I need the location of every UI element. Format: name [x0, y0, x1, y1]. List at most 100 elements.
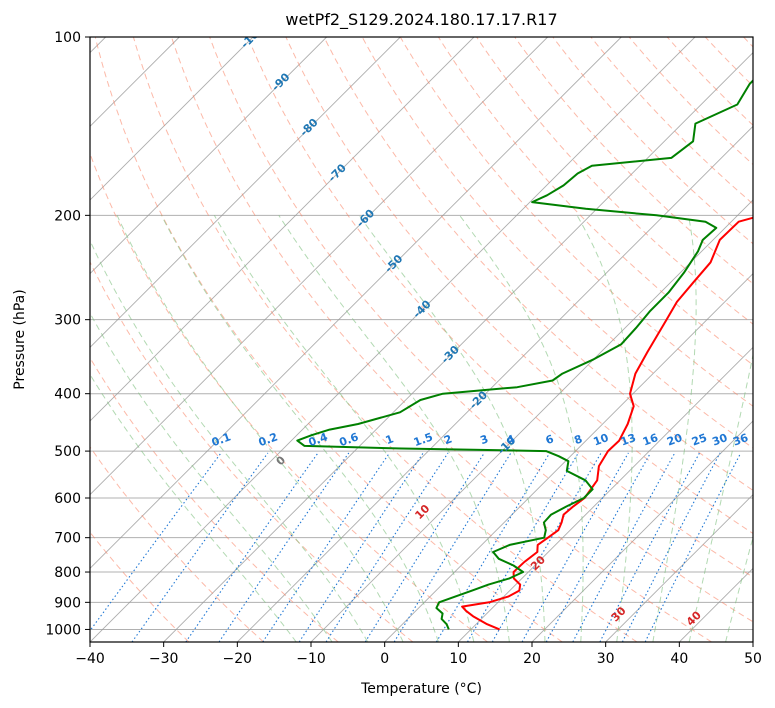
isotherm-line	[90, 37, 327, 275]
mixing-ratio-label: 10	[592, 431, 611, 449]
mixing-ratio-label: 25	[690, 431, 709, 448]
x-tick-label: 10	[449, 651, 467, 667]
isotherm-line	[679, 567, 753, 642]
isotherm-line	[163, 52, 753, 642]
isotherm-line	[90, 37, 548, 496]
moist-adiabat-line	[358, 215, 546, 642]
plot-frame	[89, 36, 754, 643]
isotherm-line	[531, 420, 753, 642]
x-tick-label: −20	[223, 651, 253, 667]
dry-adiabat-line	[209, 37, 753, 623]
dry-adiabat-line	[437, 37, 753, 366]
x-tick-label: −40	[75, 651, 105, 667]
mixing-ratio-line	[262, 452, 390, 642]
y-tick-label: 200	[54, 208, 81, 224]
mixing-ratio-label: 4	[505, 432, 517, 447]
x-tick-label: 40	[670, 651, 688, 667]
background-lines	[90, 37, 753, 642]
dry-adiabat-line	[704, 37, 753, 87]
dry-adiabat-line	[171, 37, 712, 642]
dry-adiabat-line	[743, 37, 753, 48]
x-tick-label: 0	[380, 651, 389, 667]
mixing-ratio-line	[491, 452, 602, 642]
mixing-ratio-line	[435, 452, 551, 642]
y-tick-label: 500	[54, 444, 81, 460]
moist-adiabat-line	[278, 215, 510, 642]
isotherm-line	[90, 37, 696, 642]
dry-adiabat-line	[132, 37, 638, 642]
isotherm-line	[90, 37, 254, 201]
x-axis-label: Temperature (°C)	[360, 681, 482, 697]
mixing-ratio-label: 3	[478, 432, 490, 447]
isotherm-label: -40	[410, 297, 433, 320]
mixing-ratio-line	[644, 452, 742, 642]
y-axis-label: Pressure (hPa)	[12, 289, 28, 389]
dry-adiabat-line	[666, 37, 753, 126]
x-axis-ticks: −40 −30 −20 −10 0 10 20 30 40 50	[75, 642, 762, 667]
dry-adiabat-line	[94, 37, 563, 642]
moist-adiabat-label: 40	[684, 608, 704, 628]
mixing-ratio-label: 0.4	[307, 430, 330, 449]
moist-adiabat-line	[161, 215, 439, 642]
isotherm-label: -30	[439, 343, 462, 366]
mixing-ratio-line	[621, 452, 721, 642]
isotherm-line	[752, 641, 753, 642]
dry-adiabat-line	[90, 260, 414, 642]
mixing-ratio-line	[131, 452, 269, 642]
dry-adiabat-line	[552, 37, 753, 245]
mixing-ratio-label: 0.6	[338, 430, 361, 449]
mixing-ratio-label: 8	[572, 432, 584, 447]
isotherm-line	[384, 273, 753, 642]
x-tick-label: −30	[149, 651, 179, 667]
mixing-ratio-label: 6	[544, 432, 556, 447]
isotherm-line	[90, 37, 475, 422]
moist-adiabat-line	[213, 215, 475, 642]
isotherm-line	[605, 494, 753, 642]
mixing-ratio-line	[545, 452, 652, 642]
mixing-ratio-label: 1.5	[412, 430, 435, 449]
x-tick-label: 50	[744, 651, 762, 667]
dry-adiabat-line	[90, 356, 339, 642]
mixing-ratio-line	[185, 452, 319, 642]
mixing-ratio-line	[325, 452, 449, 642]
mixing-ratio-label: 0.2	[257, 430, 280, 449]
dry-adiabat-line	[90, 446, 264, 642]
moist-adiabat-line	[725, 535, 753, 642]
mixing-ratio-line	[218, 452, 350, 642]
isotherm-line	[458, 346, 753, 642]
isotherm-line	[90, 37, 401, 348]
mixing-ratio-line	[298, 452, 424, 642]
isotherm-label: -50	[382, 252, 405, 275]
temperature-profile-line	[461, 216, 753, 631]
isotherm-line	[237, 125, 753, 642]
isotherm-line	[310, 199, 753, 642]
y-tick-label: 600	[54, 491, 81, 507]
isotherm-label: -90	[269, 70, 292, 93]
dry-adiabat-line	[590, 37, 753, 205]
y-tick-label: 800	[54, 565, 81, 581]
mixing-ratio-line	[364, 452, 485, 642]
y-tick-label: 400	[54, 387, 81, 403]
y-tick-label: 700	[54, 531, 81, 547]
isotherm-label: -70	[326, 161, 349, 184]
mixing-ratio-line	[467, 452, 579, 642]
dry-adiabat-line	[514, 37, 753, 285]
x-tick-label: 30	[597, 651, 615, 667]
moist-adiabat-label: 0	[274, 453, 289, 468]
mixing-ratio-line	[521, 452, 629, 642]
y-tick-label: 1000	[45, 622, 81, 638]
moist-adiabat-line	[116, 215, 404, 642]
dry-adiabat-line	[247, 37, 753, 578]
moist-adiabat-line	[576, 215, 633, 642]
mixing-ratio-label: 16	[641, 431, 660, 449]
dry-adiabat-line	[90, 152, 488, 642]
x-tick-label: −10	[296, 651, 326, 667]
y-tick-label: 100	[54, 30, 81, 46]
dry-adiabat-line	[361, 37, 753, 449]
mixing-ratio-label: 2	[442, 432, 454, 447]
moist-adiabat-line	[459, 215, 584, 642]
y-tick-label: 900	[54, 595, 81, 611]
mixing-ratio-label: 0.1	[210, 430, 233, 449]
dry-adiabat-line	[399, 37, 753, 407]
